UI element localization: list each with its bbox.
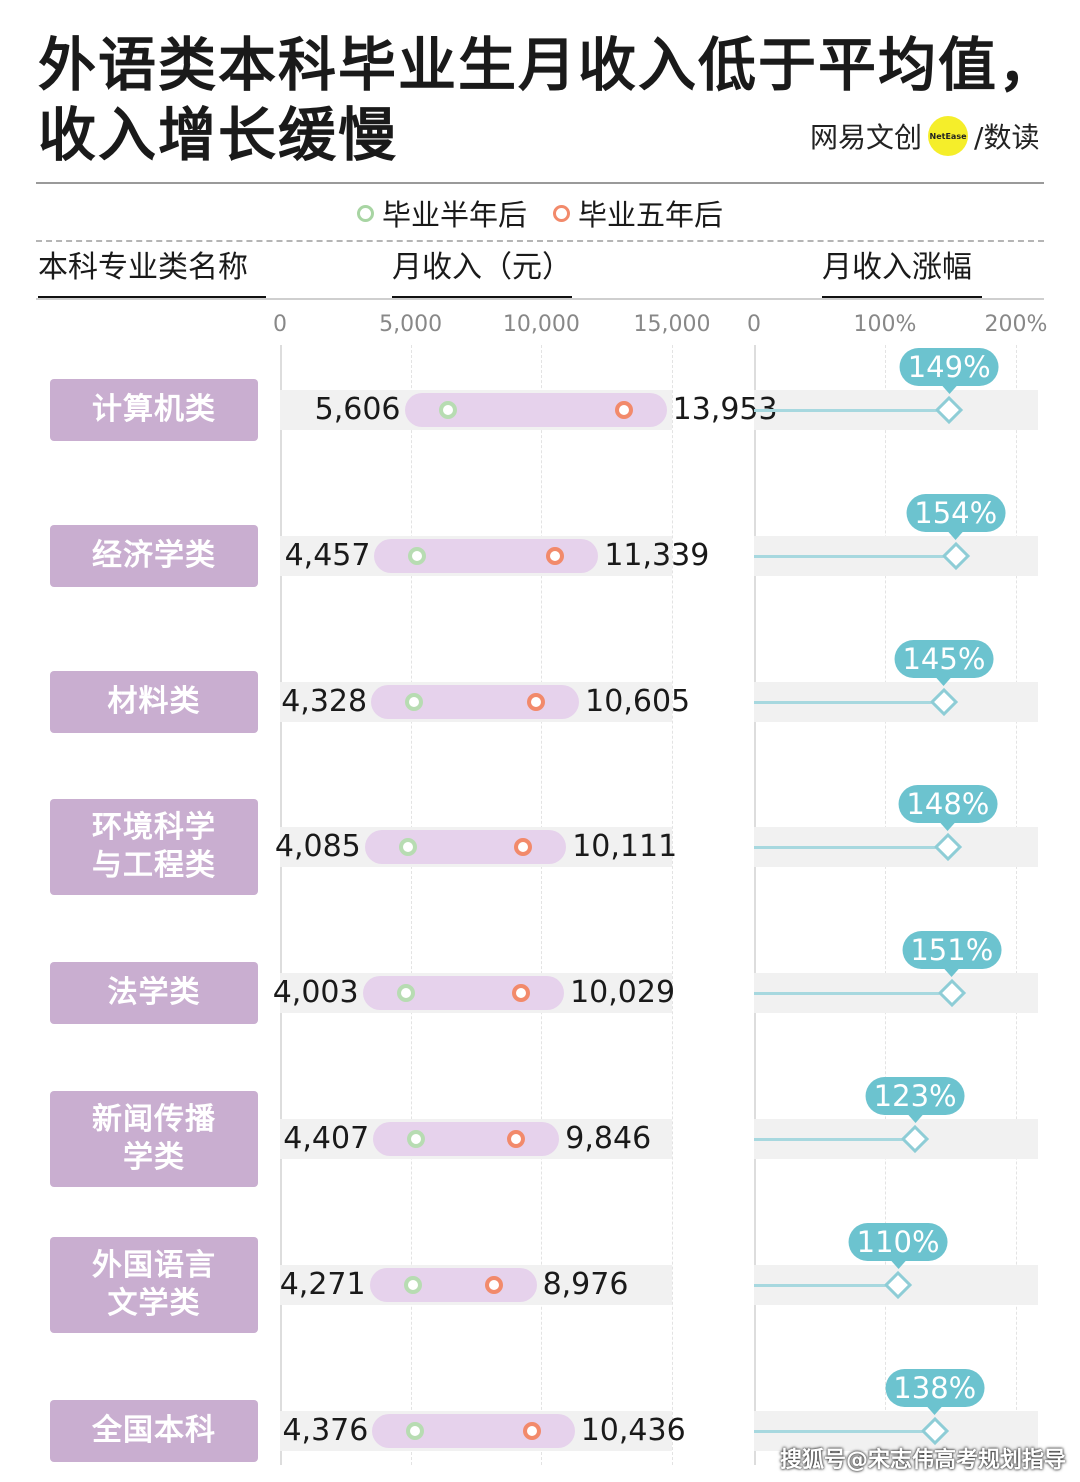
income-tick-label: 15,000 [633, 312, 711, 337]
income-range-pill [373, 1122, 560, 1156]
five-year-dot [614, 401, 633, 419]
brand-name: 网易文创 [810, 121, 923, 154]
five-year-dot [507, 1130, 526, 1148]
half-year-dot [398, 838, 417, 857]
half-year-dot [396, 984, 415, 1003]
half-year-value: 4,328 [281, 683, 368, 719]
income-gridline [541, 345, 543, 1465]
growth-value-label: 154% [906, 493, 1006, 540]
netease-badge-icon: NetEase [928, 116, 969, 156]
income-range-pill [362, 976, 565, 1011]
five-year-dot [527, 692, 546, 711]
five-year-value: 8,976 [542, 1266, 629, 1302]
growth-value-label: 138% [885, 1368, 985, 1415]
half-year-value: 4,271 [279, 1266, 366, 1302]
income-range-pill [364, 830, 567, 865]
category-label: 环境科学 与工程类 [50, 799, 258, 896]
growth-tick-label: 200% [984, 312, 1048, 337]
growth-line [754, 992, 952, 996]
category-label: 法学类 [50, 962, 258, 1025]
income-range-pill [371, 684, 580, 719]
category-label: 计算机类 [50, 379, 258, 441]
column-header-divider [36, 298, 1044, 300]
five-year-value: 10,029 [570, 975, 676, 1011]
half-year-value: 4,003 [272, 975, 359, 1011]
growth-tick-label: 100% [853, 312, 917, 337]
half-year-value: 4,407 [283, 1121, 370, 1156]
five-year-dot [546, 546, 565, 565]
income-tick-label: 10,000 [502, 312, 580, 337]
growth-line [754, 846, 948, 850]
growth-value-label: 148% [898, 785, 998, 832]
legend-label-half-year: 毕业半年后 [381, 198, 527, 232]
half-year-value: 4,457 [284, 537, 371, 573]
growth-line [754, 1138, 916, 1141]
growth-line [754, 1429, 935, 1433]
half-year-value: 4,085 [274, 829, 361, 865]
half-year-dot [438, 401, 457, 419]
growth-gridline [754, 345, 756, 1465]
column-header-name: 本科专业类名称 [38, 248, 266, 300]
income-range-pill [369, 1267, 537, 1302]
half-year-dot [407, 1130, 426, 1148]
legend-divider [36, 240, 1044, 242]
half-year-value: 5,606 [314, 392, 401, 427]
half-year-dot [405, 692, 424, 711]
growth-line [754, 1283, 899, 1287]
chart-title: 外语类本科毕业生月收入低于平均值，收入增长缓慢 [38, 31, 1059, 169]
income-range-pill [372, 1413, 575, 1448]
growth-gridline [1016, 345, 1017, 1465]
income-gridline [410, 345, 412, 1465]
income-tick-label: 5,000 [379, 312, 443, 337]
growth-gridline [885, 345, 886, 1465]
growth-value-label: 123% [865, 1077, 965, 1123]
growth-line [754, 554, 956, 558]
legend-item-half-year: 毕业半年后 [356, 192, 527, 234]
income-gridline [280, 345, 282, 1465]
five-year-dot [514, 838, 533, 857]
growth-value-label: 151% [902, 931, 1002, 978]
five-year-value: 10,111 [572, 829, 678, 865]
category-label: 材料类 [50, 670, 258, 733]
category-label: 经济学类 [50, 524, 258, 587]
legend-label-five-year: 毕业五年后 [578, 198, 724, 232]
five-year-value: 11,339 [604, 537, 710, 573]
growth-line [754, 409, 950, 412]
growth-value-label: 145% [894, 639, 994, 686]
half-year-dot [408, 546, 427, 565]
legend-orange-dot-icon [553, 204, 570, 222]
growth-line [754, 700, 944, 704]
category-label: 全国本科 [50, 1399, 258, 1462]
half-year-dot [406, 1421, 425, 1440]
five-year-value: 10,436 [580, 1412, 686, 1448]
five-year-dot [512, 984, 531, 1003]
legend-item-five-year: 毕业五年后 [553, 192, 723, 234]
watermark: 搜狐号@宋志伟高考规划指导 [780, 1448, 1067, 1473]
growth-tick-label: 0 [747, 312, 761, 337]
income-gridline [672, 345, 673, 1465]
growth-value-label: 110% [848, 1222, 948, 1269]
column-header-growth: 月收入涨幅 [822, 248, 982, 300]
category-label: 外国语言 文学类 [50, 1236, 258, 1333]
five-year-dot [484, 1275, 503, 1294]
legend: 毕业半年后 毕业五年后 [0, 192, 1080, 234]
brand-suffix: /数读 [974, 121, 1040, 154]
category-label: 新闻传播 学类 [50, 1091, 258, 1187]
brand-logo: 网易文创 NetEase /数读 [810, 112, 1039, 160]
five-year-dot [522, 1421, 541, 1440]
five-year-value: 9,846 [565, 1121, 652, 1156]
half-year-dot [403, 1275, 422, 1294]
legend-green-dot-icon [356, 204, 374, 222]
half-year-value: 4,376 [282, 1412, 369, 1448]
column-header-income: 月收入（元） [392, 248, 572, 300]
five-year-value: 10,605 [585, 683, 691, 719]
header-divider [36, 182, 1044, 184]
income-tick-label: 0 [273, 312, 287, 337]
growth-value-label: 149% [899, 348, 999, 394]
